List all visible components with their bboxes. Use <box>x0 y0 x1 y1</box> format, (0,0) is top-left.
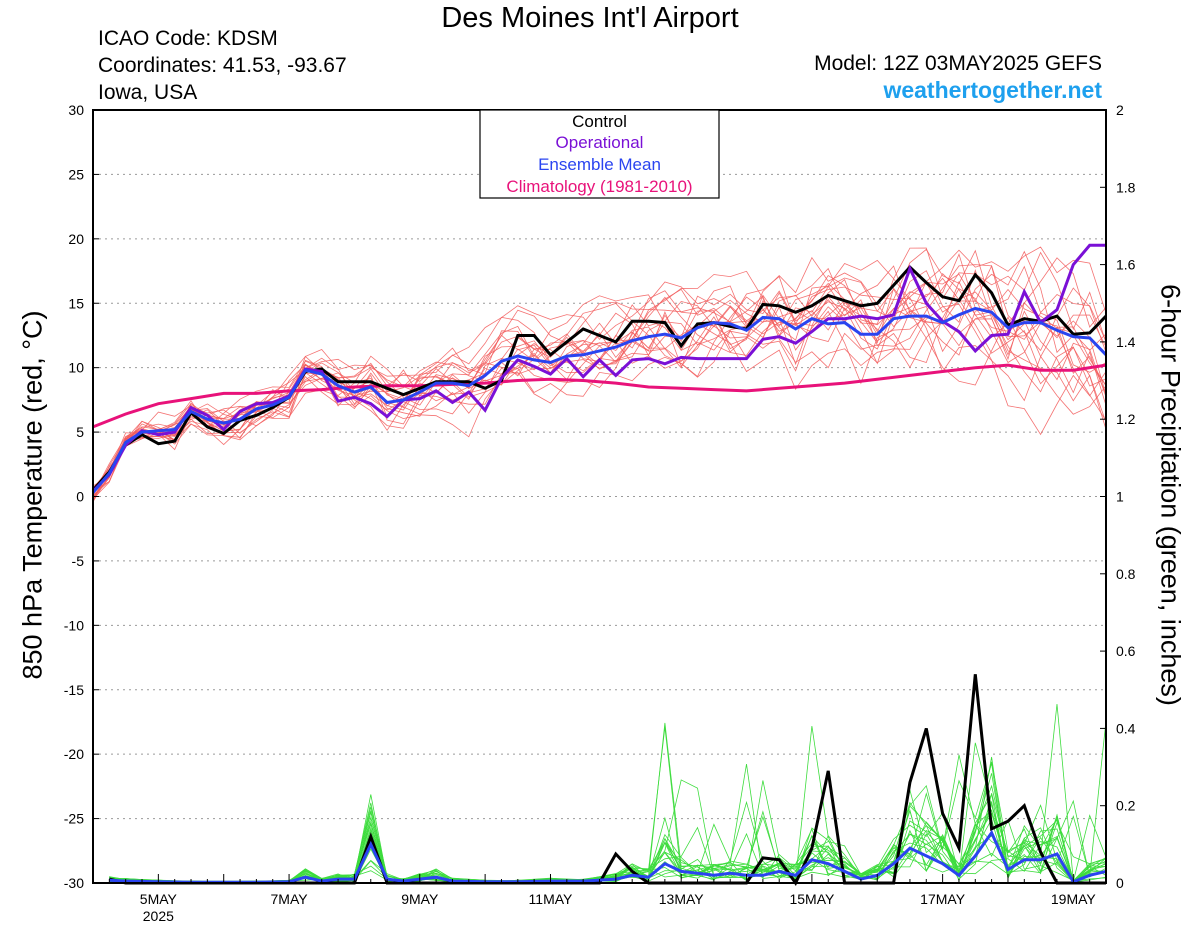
control-temperature-line <box>91 265 1108 492</box>
icao-code-label: ICAO Code: KDSM <box>98 27 278 50</box>
right-tick-label: 2 <box>1116 102 1124 118</box>
chart-title: Des Moines Int'l Airport <box>441 2 739 34</box>
right-tick-label: 1.8 <box>1116 179 1136 195</box>
right-tick-label: 0.8 <box>1116 566 1136 582</box>
control-precipitation-line <box>108 674 1106 886</box>
precipitation-member-line <box>109 806 1107 883</box>
x-tick-label: 11MAY <box>529 891 573 907</box>
temperature-member-line <box>92 294 1107 498</box>
precipitation-member-line <box>109 704 1107 883</box>
right-tick-label: 1.6 <box>1116 257 1136 273</box>
left-tick-label: -10 <box>64 617 84 633</box>
right-tick-label: 1.4 <box>1116 334 1136 350</box>
left-tick-label: 5 <box>76 424 84 440</box>
ensemble-mean-temperature-line <box>91 306 1108 494</box>
region-label: Iowa, USA <box>98 81 198 104</box>
legend-climatology: Climatology (1981-2010) <box>506 177 692 196</box>
temperature-member-line <box>92 247 1107 502</box>
temperature-member-line <box>92 256 1107 490</box>
temperature-member-line <box>92 280 1107 497</box>
climatology-line <box>92 363 1107 429</box>
precipitation-member-line <box>109 720 1107 884</box>
left-tick-label: 15 <box>68 295 84 311</box>
temperature-member-line <box>92 273 1107 499</box>
right-tick-label: 0.4 <box>1116 720 1136 736</box>
website-link[interactable]: weathertogether.net <box>883 77 1102 103</box>
precipitation-member-line <box>109 779 1107 883</box>
x-tick-label: 5MAY <box>140 891 178 907</box>
right-tick-label: 1.2 <box>1116 411 1136 427</box>
left-tick-label: 10 <box>68 360 84 376</box>
temperature-member-line <box>92 288 1107 491</box>
temperature-member-line <box>92 277 1107 492</box>
operational-temperature-line <box>91 243 1106 493</box>
left-tick-label: -15 <box>64 682 84 698</box>
left-tick-label: -30 <box>64 875 84 891</box>
left-tick-label: 20 <box>68 231 84 247</box>
left-tick-label: 25 <box>68 166 84 182</box>
main-series <box>91 243 1108 886</box>
ensemble-mean-precipitation-line <box>109 829 1107 884</box>
x-tick-label: 9MAY <box>401 891 439 907</box>
axis-ticks: 302520151050-5-10-15-20-25-3021.81.61.41… <box>64 102 1136 924</box>
legend-box <box>479 109 720 199</box>
left-tick-label: -5 <box>72 553 85 569</box>
precipitation-member-line <box>109 722 1107 884</box>
legend: Control Operational Ensemble Mean Climat… <box>479 109 720 199</box>
x-tick-label: 7MAY <box>271 891 309 907</box>
y-axis-left-label: 850 hPa Temperature (red, °C) <box>17 310 48 680</box>
temperature-member-line <box>92 248 1107 502</box>
left-tick-label: -25 <box>64 811 84 827</box>
grid-lines <box>93 173 1106 820</box>
x-tick-label: 19MAY <box>1051 891 1097 907</box>
right-tick-label: 0.6 <box>1116 643 1136 659</box>
left-tick-label: 30 <box>68 102 84 118</box>
temperature-member-line <box>92 288 1107 491</box>
precipitation-member-line <box>109 754 1107 883</box>
x-tick-label: 15MAY <box>789 891 835 907</box>
x-tick-year-label: 2025 <box>143 908 174 924</box>
left-tick-label: -20 <box>64 746 84 762</box>
right-tick-label: 0 <box>1116 875 1124 891</box>
legend-operational: Operational <box>556 133 644 152</box>
right-tick-label: 1 <box>1116 489 1124 505</box>
legend-ensemble-mean: Ensemble Mean <box>538 155 661 174</box>
ensemble-members <box>92 246 1107 884</box>
precipitation-member-line <box>109 725 1107 884</box>
temperature-member-line <box>92 267 1107 492</box>
coordinates-label: Coordinates: 41.53, -93.67 <box>98 54 347 77</box>
legend-control: Control <box>572 112 627 131</box>
temperature-member-line <box>92 253 1107 499</box>
precipitation-member-line <box>109 784 1107 883</box>
model-label: Model: 12Z 03MAY2025 GEFS <box>814 52 1102 75</box>
x-tick-label: 13MAY <box>659 891 705 907</box>
temperature-member-line <box>92 257 1107 492</box>
left-tick-label: 0 <box>76 489 84 505</box>
x-tick-label: 17MAY <box>920 891 966 907</box>
y-axis-right-label: 6-hour Precipitation (green, inches) <box>1155 284 1186 706</box>
right-tick-label: 0.2 <box>1116 798 1136 814</box>
